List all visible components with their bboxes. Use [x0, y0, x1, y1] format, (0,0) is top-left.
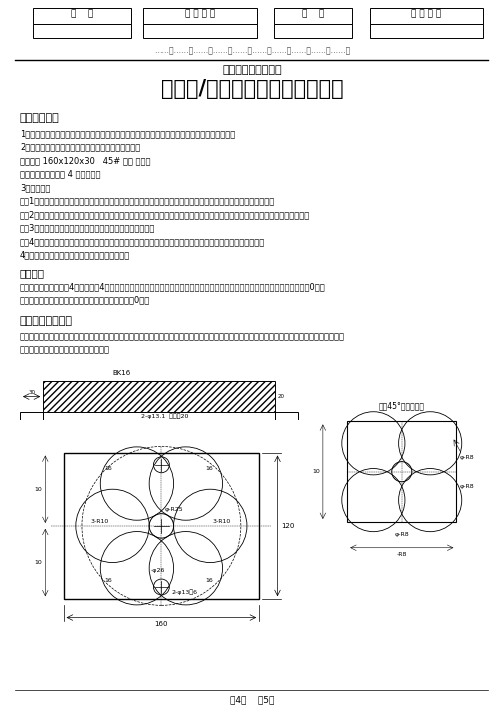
- Text: 3-R10: 3-R10: [213, 520, 231, 525]
- Bar: [347, 422, 456, 522]
- Bar: [143, 8, 257, 24]
- Text: 准 考 证 号: 准 考 证 号: [185, 9, 215, 18]
- Bar: [33, 8, 131, 24]
- Text: 考试时间控制在 4 小时以内。: 考试时间控制在 4 小时以内。: [20, 169, 101, 178]
- Text: 2-φ13深6: 2-φ13深6: [171, 589, 197, 595]
- Text: 10: 10: [34, 560, 42, 565]
- Text: φ-R8: φ-R8: [459, 455, 474, 460]
- Text: 注意事项: 注意事项: [20, 268, 45, 278]
- Text: 毛坯 160x120x30   45# 钢板 一块。: 毛坯 160x120x30 45# 钢板 一块。: [20, 156, 150, 165]
- Text: 姓    名: 姓 名: [302, 9, 324, 18]
- Text: 和刀具、对刀并操控机床进行铣削加工。: 和刀具、对刀并操控机床进行铣削加工。: [20, 345, 110, 354]
- Text: 加工下图所示零件，要求自己确定加工顺序、设定加工参数、选调刀料、编制填写数控工艺卡片和手工编写数控程序、输入程序代码、装夹工件: 加工下图所示零件，要求自己确定加工顺序、设定加工参数、选调刀料、编制填写数控工艺…: [20, 332, 345, 341]
- Text: 16: 16: [205, 578, 213, 583]
- Text: BK16: BK16: [112, 370, 131, 376]
- Text: φ-R25: φ-R25: [165, 507, 184, 512]
- Bar: [43, 381, 275, 412]
- Text: φ-R8: φ-R8: [459, 483, 474, 488]
- Text: 旋转45°后的放大图: 旋转45°后的放大图: [379, 402, 425, 410]
- Bar: [274, 24, 352, 38]
- Bar: [370, 8, 483, 24]
- Text: 班    级: 班 级: [70, 9, 93, 18]
- Text: 2-φ13.1  有效深20: 2-φ13.1 有效深20: [141, 413, 189, 419]
- Text: 16: 16: [104, 578, 112, 583]
- Text: 一、实操考评: 一、实操考评: [20, 113, 60, 123]
- Bar: [143, 24, 257, 38]
- Text: 30: 30: [28, 390, 35, 395]
- Text: 10: 10: [312, 469, 320, 474]
- Text: （1）考生须编制写加工工艺卡片，自己考虑工序的先后安排，所需的刀具尽量使用考场提供的类型、规格尺寸。: （1）考生须编制写加工工艺卡片，自己考虑工序的先后安排，所需的刀具尽量使用考场提…: [20, 196, 275, 205]
- Text: 第4页    共5页: 第4页 共5页: [230, 695, 274, 704]
- Text: 1．考场设施：数控铣床一台以上，并配齐加工必需的夹具、量具、刀具、机床附件和毛坯材料。: 1．考场设施：数控铣床一台以上，并配齐加工必需的夹具、量具、刀具、机床附件和毛坯…: [20, 129, 235, 138]
- Text: 二、实操考试内容: 二、实操考试内容: [20, 316, 73, 326]
- Text: （3）考生将程序代码输入机床，完成加工前的工艺准备。: （3）考生将程序代码输入机床，完成加工前的工艺准备。: [20, 223, 155, 232]
- Text: 4．考评人员的评判标准（见实操考试评分表）。: 4．考评人员的评判标准（见实操考试评分表）。: [20, 250, 130, 260]
- Text: （2）原则上所有加工用程序都由考生手工计算节点编写，如确实不能计算可向老师申请使用计算机绘图来算节点坐标（扣分）。: （2）原则上所有加工用程序都由考生手工计算节点编写，如确实不能计算可向老师申请使…: [20, 210, 310, 219]
- Text: -φ26: -φ26: [150, 568, 165, 573]
- Text: （4）考生正确操控机床并完成加工任务，要求零件形状、尺寸正确，表面质量光洁，不能有明显台阶刀痕。: （4）考生正确操控机床并完成加工任务，要求零件形状、尺寸正确，表面质量光洁，不能…: [20, 237, 265, 246]
- Text: 机 位 编 号: 机 位 编 号: [411, 9, 441, 18]
- Text: 20: 20: [277, 394, 284, 399]
- Text: 2．加工要求：给加工零件图纸一份（含工艺卡片）。: 2．加工要求：给加工零件图纸一份（含工艺卡片）。: [20, 142, 140, 151]
- Bar: [275, 412, 298, 420]
- Text: ……考……生……答……题……不……准……超……过……此……线: ……考……生……答……题……不……准……超……过……此……线: [154, 46, 350, 55]
- Bar: [43, 381, 275, 412]
- Text: 3-R10: 3-R10: [91, 520, 109, 525]
- Text: 考试的时间限制为4小时，超过4小时，但已完成粗加工或轮廓外形加工，可酌情给分。如粗、精加工均未完成，该考生成绩为0分，: 考试的时间限制为4小时，超过4小时，但已完成粗加工或轮廓外形加工，可酌情给分。如…: [20, 282, 326, 291]
- Text: 操作影响加工生影响安全的违规操作，该考生成绩为0分。: 操作影响加工生影响安全的违规操作，该考生成绩为0分。: [20, 295, 150, 304]
- Text: 3．考试程序: 3．考试程序: [20, 183, 50, 192]
- Text: 第二届数控技能大赛: 第二届数控技能大赛: [222, 65, 282, 75]
- Text: 16: 16: [205, 466, 213, 471]
- Bar: [274, 8, 352, 24]
- Text: 120: 120: [281, 523, 295, 529]
- Bar: [20, 412, 43, 420]
- Text: 10: 10: [34, 487, 42, 492]
- Text: 16: 16: [104, 466, 112, 471]
- Text: 数控铣/加工中心实际操作考试题: 数控铣/加工中心实际操作考试题: [160, 79, 344, 99]
- Bar: [370, 24, 483, 38]
- Bar: [63, 453, 259, 599]
- Text: -R8: -R8: [396, 552, 407, 557]
- Text: 160: 160: [154, 621, 168, 627]
- Bar: [33, 24, 131, 38]
- Text: φ-R8: φ-R8: [394, 532, 409, 537]
